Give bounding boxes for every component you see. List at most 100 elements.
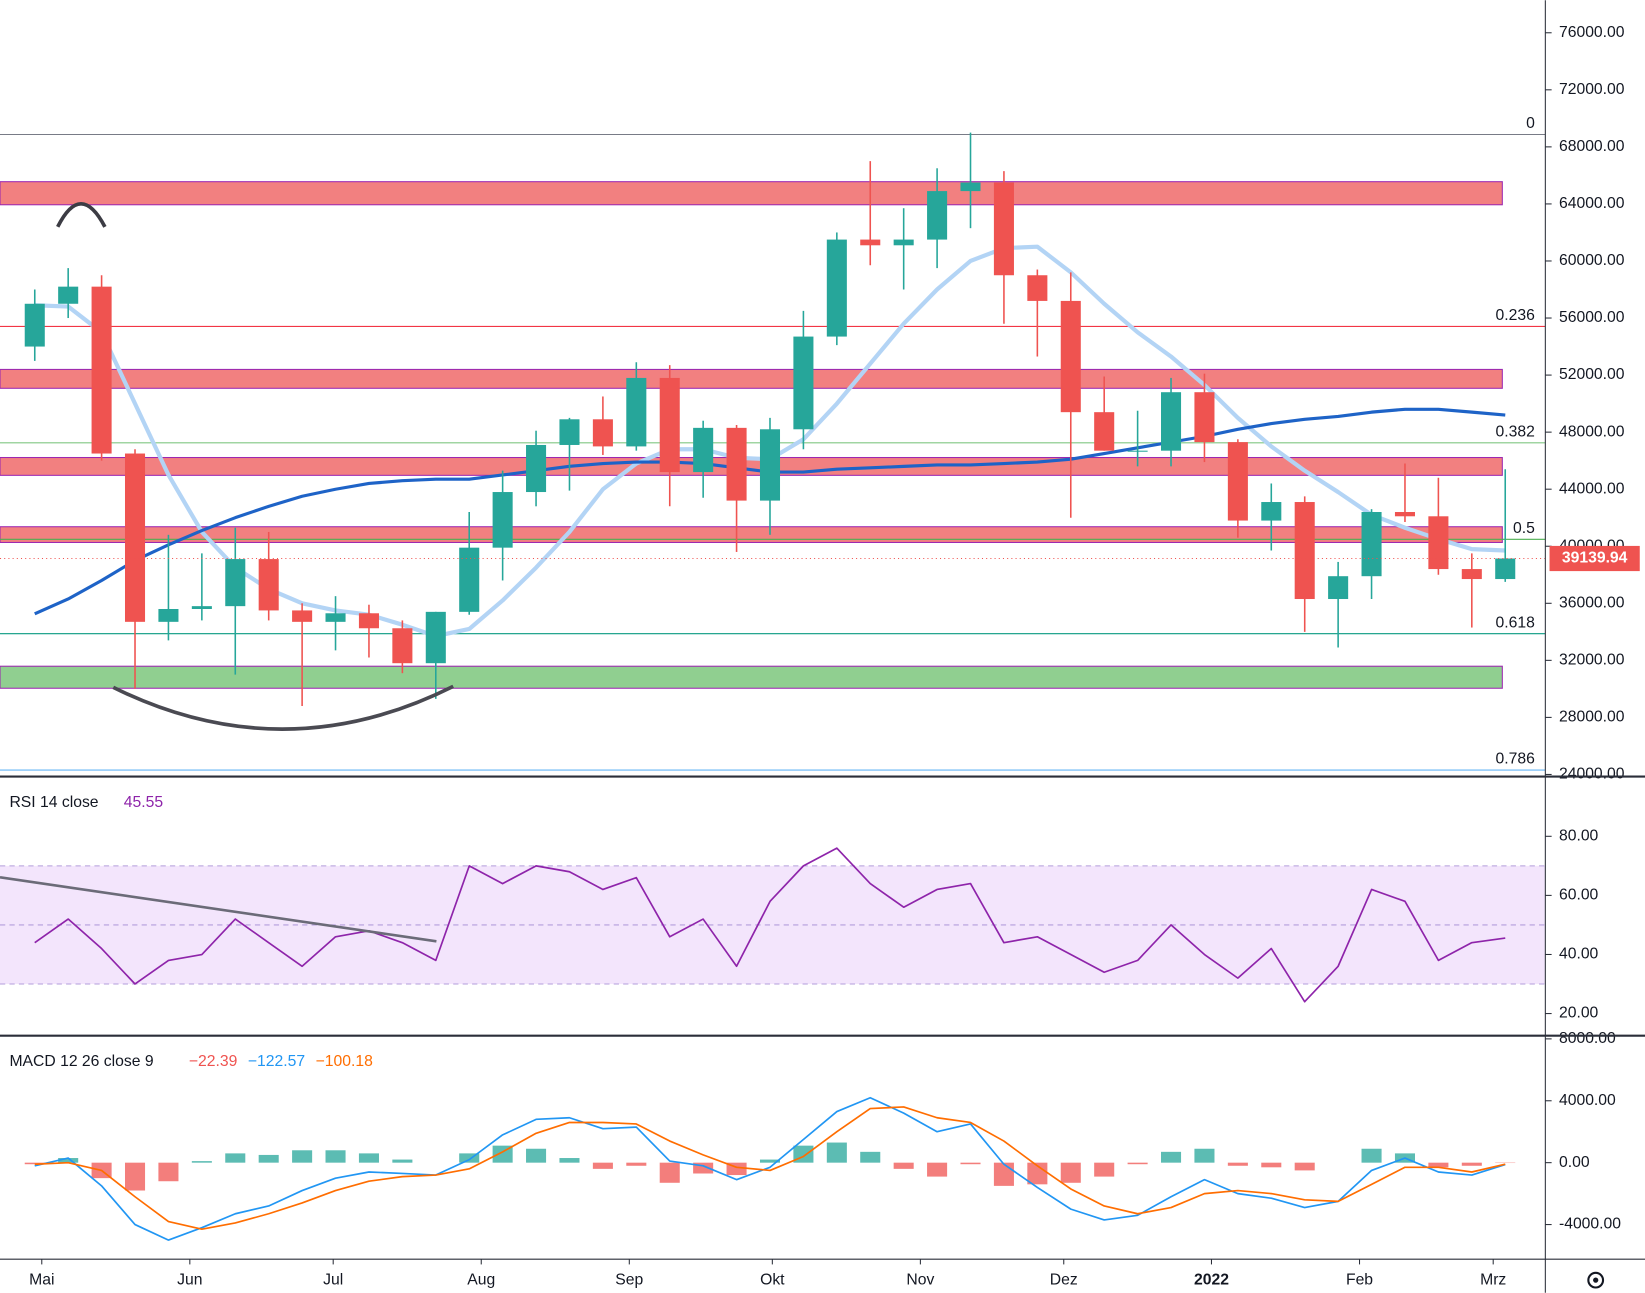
y-tick-label: 40.00: [1559, 946, 1599, 963]
histogram-bar: [826, 1142, 847, 1163]
y-tick-label: 24000.00: [1559, 766, 1625, 783]
candle-body: [1094, 412, 1115, 451]
settings-button[interactable]: [1587, 1271, 1605, 1289]
candle-body: [927, 191, 948, 240]
last-price-box: [1549, 545, 1640, 572]
candle-body: [726, 427, 747, 501]
candle-body: [292, 610, 313, 622]
candle-body: [392, 628, 413, 664]
histogram-bar: [659, 1162, 680, 1183]
rsi-value: 45.55: [124, 794, 164, 811]
histogram-bar: [1060, 1162, 1081, 1183]
x-tick-label: Mrz: [1480, 1271, 1506, 1288]
histogram-bar: [1194, 1148, 1215, 1163]
y-tick-label: 48000.00: [1559, 423, 1625, 440]
x-tick-label: Okt: [760, 1271, 785, 1288]
candle-body: [559, 419, 580, 445]
histogram-bar: [1461, 1162, 1482, 1166]
candle-body: [693, 427, 714, 473]
histogram-bar: [1027, 1162, 1048, 1185]
fib-label: 0.382: [1496, 423, 1535, 440]
histogram-bar: [1127, 1162, 1148, 1165]
histogram-bar: [1294, 1162, 1315, 1171]
candle-body: [492, 492, 513, 548]
histogram-bar: [526, 1148, 547, 1163]
candle-body: [258, 559, 279, 611]
y-tick-label: 36000.00: [1559, 594, 1625, 611]
histogram-bar: [759, 1159, 781, 1163]
y-tick-label: 68000.00: [1559, 138, 1625, 155]
histogram-bar: [124, 1162, 146, 1191]
candle-body: [425, 611, 446, 664]
y-tick-label: 76000.00: [1559, 24, 1625, 41]
zone: [0, 368, 1503, 389]
macd-line: [34, 1096, 1506, 1241]
candle-body: [993, 182, 1014, 276]
candle-body: [1294, 502, 1315, 600]
y-tick-label: 52000.00: [1559, 366, 1625, 383]
candle-body: [24, 303, 45, 347]
y-tick-label: 64000.00: [1559, 195, 1625, 212]
candle-body: [191, 606, 212, 609]
fib-label: 0.618: [1496, 614, 1536, 631]
histogram-bar: [860, 1151, 881, 1163]
macd-pane: MACD 12 26 close 9 −22.39 −122.57 −100.18: [9, 1053, 1516, 1241]
histogram-bar: [191, 1161, 212, 1163]
legend-value: −122.57: [248, 1053, 305, 1070]
x-tick-label: 2022: [1194, 1271, 1229, 1288]
candle-body: [960, 182, 981, 192]
histogram-bar: [1227, 1162, 1248, 1166]
x-tick-label: Feb: [1346, 1271, 1373, 1288]
fib-label: 0.786: [1496, 751, 1536, 768]
rsi-trendline: [0, 876, 437, 943]
candle-body: [124, 453, 146, 622]
top-arc-drawing: [56, 201, 107, 228]
zone: [0, 526, 1503, 543]
candle-body: [1495, 558, 1516, 580]
y-tick-label: 80.00: [1559, 827, 1599, 844]
histogram-bar: [626, 1162, 647, 1166]
candle-body: [1394, 512, 1415, 517]
histogram-bar: [960, 1162, 981, 1165]
x-tick-label: Aug: [467, 1271, 495, 1288]
candle-body: [158, 608, 179, 622]
histogram-bar: [459, 1153, 480, 1163]
y-tick-label: 72000.00: [1559, 81, 1625, 98]
histogram-bar: [927, 1162, 948, 1177]
candle-body: [1328, 576, 1349, 600]
candle-body: [58, 286, 79, 304]
rsi-line: [34, 847, 1506, 1003]
candle-body: [659, 377, 680, 473]
fib-label: 0: [1526, 115, 1535, 132]
candle-body: [91, 286, 112, 454]
histogram-bar: [1428, 1162, 1449, 1168]
histogram-bar: [993, 1162, 1014, 1186]
candle-body: [1060, 300, 1081, 413]
legend-value: −100.18: [316, 1053, 374, 1070]
candle-body: [592, 419, 613, 447]
candle-body: [1261, 502, 1282, 521]
candle-body: [1461, 569, 1482, 580]
y-tick-label: 44000.00: [1559, 480, 1625, 497]
histogram-bar: [1261, 1162, 1282, 1168]
candle-body: [459, 547, 480, 612]
histogram-bar: [292, 1150, 313, 1163]
y-tick-label: 28000.00: [1559, 709, 1625, 726]
histogram-bar: [325, 1150, 346, 1163]
candle-body: [793, 336, 814, 430]
candle-body: [1027, 275, 1048, 301]
histogram-bar: [258, 1154, 279, 1163]
histogram-bar: [358, 1153, 379, 1163]
x-tick-label: Jun: [177, 1271, 202, 1288]
y-tick-label: 8000.00: [1559, 1030, 1616, 1047]
y-tick-label: 20.00: [1559, 1005, 1599, 1022]
candle-body: [358, 613, 379, 629]
fib-label: 0.5: [1513, 520, 1535, 537]
histogram-bar: [1361, 1148, 1382, 1163]
histogram-bar: [58, 1158, 79, 1163]
rsi-pane: RSI 14 close 45.55: [0, 794, 1546, 1003]
histogram-bar: [225, 1153, 246, 1163]
pane-title: MACD 12 26 close 9: [9, 1053, 153, 1070]
histogram-bar: [693, 1162, 714, 1174]
candle-body: [526, 444, 547, 493]
